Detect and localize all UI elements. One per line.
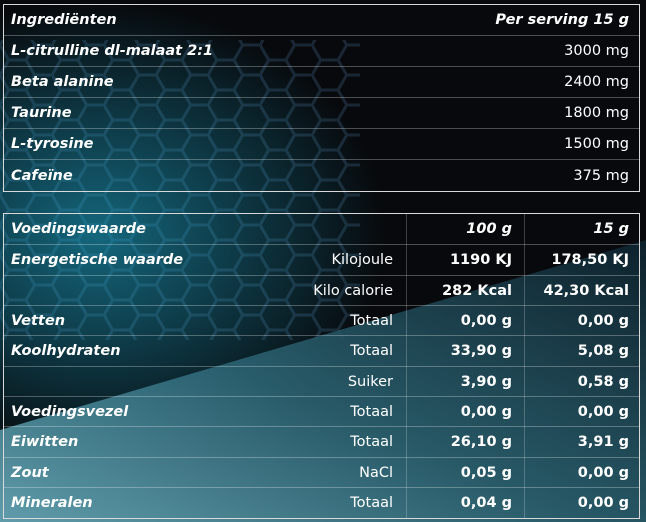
value-per-100g: 282 Kcal [442,282,512,299]
ingredient-row: L-tyrosine 1500 mg [4,129,639,160]
value-per-100g: 1190 KJ [449,252,512,268]
ingredient-name: Beta alanine [11,74,114,90]
ingredient-row: Beta alanine 2400 mg [4,67,639,98]
ingredient-name: L-tyrosine [11,136,94,152]
ingredient-amount: 3000 mg [564,43,629,59]
nutrient-name: Vetten [11,312,66,329]
ingredients-header-label: Ingrediënten [11,12,117,28]
nutrient-name: Mineralen [11,495,93,511]
nutrition-row: Suiker 3,90 g 0,58 g [4,367,639,397]
value-per-15g: 0,58 g [577,373,629,390]
ingredients-table: Ingrediënten Per serving 15 g L-citrulli… [3,4,640,192]
per-15g-header: 15 g [593,221,629,237]
value-per-15g: 0,00 g [577,495,629,511]
nutrition-header-row: Voedingswaarde 100 g 15 g [4,214,639,245]
nutrient-unit: Totaal [350,434,393,450]
ingredient-name: Taurine [11,105,72,121]
nutrition-header-label: Voedingswaarde [11,221,146,237]
value-per-100g: 0,00 g [460,403,512,420]
per-serving-header: Per serving 15 g [495,12,629,28]
ingredient-row: Taurine 1800 mg [4,98,639,129]
nutrition-row: Zout NaCl 0,05 g 0,00 g [4,458,639,488]
nutrition-row: Kilo calorie 282 Kcal 42,30 Kcal [4,276,639,306]
nutrient-unit: Kilojoule [331,252,393,268]
column-divider [524,214,525,518]
value-per-15g: 42,30 Kcal [543,282,630,299]
column-divider [406,214,407,518]
nutrition-row: Energetische waarde Kilojoule 1190 KJ 17… [4,245,639,276]
ingredient-name: L-citrulline dl-malaat 2:1 [11,43,214,59]
nutrient-unit: Suiker [347,373,393,390]
nutrition-row: Eiwitten Totaal 26,10 g 3,91 g [4,427,639,458]
nutrient-unit: Totaal [350,312,393,329]
nutrient-name: Energetische waarde [11,252,184,268]
ingredient-amount: 1500 mg [564,136,629,152]
value-per-100g: 33,90 g [450,343,512,359]
nutrient-name: Koolhydraten [11,343,121,359]
value-per-100g: 0,04 g [460,495,512,511]
nutrition-row: Vetten Totaal 0,00 g 0,00 g [4,306,639,336]
nutrient-name: Voedingsvezel [11,403,129,420]
value-per-100g: 3,90 g [460,373,512,390]
value-per-15g: 178,50 KJ [551,252,629,268]
ingredient-amount: 2400 mg [564,74,629,90]
nutrition-row: Voedingsvezel Totaal 0,00 g 0,00 g [4,397,639,427]
value-per-100g: 0,05 g [460,464,512,481]
value-per-100g: 26,10 g [450,434,512,450]
nutrient-unit: Kilo calorie [313,282,393,299]
nutrient-unit: Totaal [350,403,393,420]
nutrient-unit: NaCl [359,464,393,481]
ingredient-amount: 375 mg [573,167,629,184]
per-100g-header: 100 g [466,221,512,237]
ingredient-name: Cafeïne [11,167,73,184]
nutrition-row: Koolhydraten Totaal 33,90 g 5,08 g [4,336,639,367]
nutrient-name: Eiwitten [11,434,79,450]
ingredient-amount: 1800 mg [564,105,629,121]
nutrient-unit: Totaal [350,495,393,511]
value-per-15g: 0,00 g [577,403,629,420]
ingredient-row: L-citrulline dl-malaat 2:1 3000 mg [4,36,639,67]
nutrient-name: Zout [11,464,49,481]
nutrient-unit: Totaal [350,343,393,359]
ingredient-row: Cafeïne 375 mg [4,160,639,191]
value-per-100g: 0,00 g [460,312,512,329]
nutrition-row: Mineralen Totaal 0,04 g 0,00 g [4,488,639,518]
ingredients-header-row: Ingrediënten Per serving 15 g [4,5,639,36]
value-per-15g: 0,00 g [577,464,629,481]
value-per-15g: 5,08 g [577,343,629,359]
value-per-15g: 3,91 g [577,434,629,450]
nutrition-table: Voedingswaarde 100 g 15 g Energetische w… [3,213,640,519]
value-per-15g: 0,00 g [577,312,629,329]
